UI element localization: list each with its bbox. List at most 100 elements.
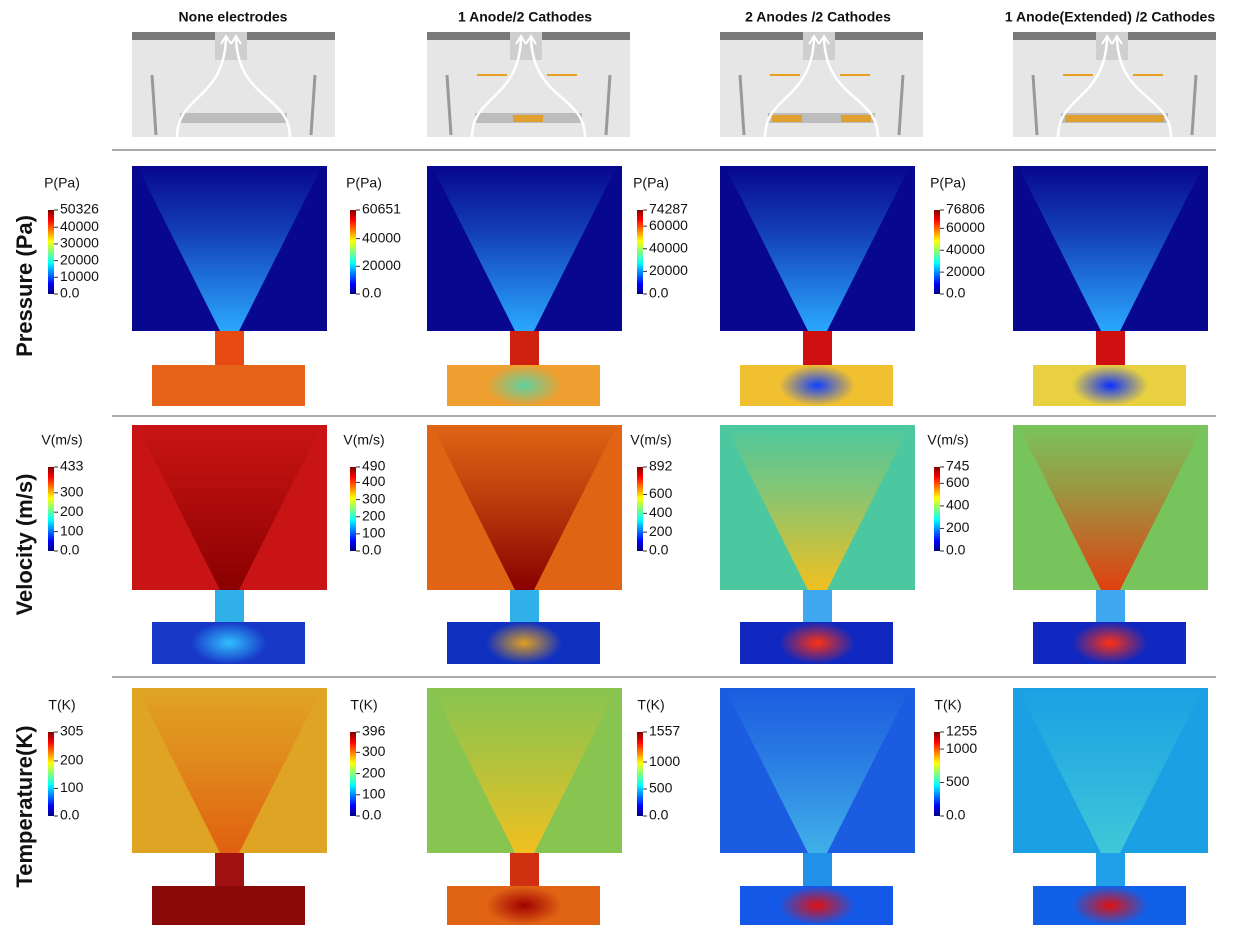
colorbar-title: P(Pa): [346, 175, 382, 191]
field: [132, 166, 327, 406]
colorbar-tick-label: 0.0: [946, 542, 966, 558]
colorbar-tick-label: 100: [60, 522, 84, 538]
colorbar-tick-label: 1557: [649, 723, 680, 739]
colorbar-tick-label: 60000: [649, 217, 688, 233]
colorbar-tick-label: 0.0: [946, 285, 966, 301]
row-label: Temperature(K): [12, 725, 37, 887]
colorbar-tick-label: 40000: [946, 241, 985, 257]
field-hotspot: [191, 622, 267, 664]
colorbar-title: P(Pa): [44, 175, 80, 191]
field-hotspot: [1072, 886, 1148, 925]
column-title: 1 Anode/2 Cathodes: [458, 9, 592, 25]
colorbar-tick-label: 60000: [946, 219, 985, 235]
field-hotspot: [1072, 622, 1148, 664]
colorbar-tick-label: 100: [362, 525, 386, 541]
colorbar: [637, 732, 643, 816]
field-neck: [1096, 853, 1125, 886]
field-hotspot: [1072, 365, 1148, 406]
colorbar-tick-label: 300: [362, 743, 386, 759]
field-neck: [803, 331, 832, 365]
column-title: 1 Anode(Extended) /2 Cathodes: [1005, 9, 1216, 25]
field: [720, 425, 915, 664]
colorbar-tick-label: 0.0: [649, 807, 669, 823]
colorbar-tick-label: 600: [649, 485, 673, 501]
colorbar-tick-label: 20000: [60, 251, 99, 267]
field-neck: [803, 853, 832, 886]
schematic-plate: [180, 113, 287, 123]
colorbar: [48, 732, 54, 816]
colorbar-title: T(K): [350, 697, 377, 713]
field: [132, 688, 327, 925]
colorbar-tick-label: 200: [362, 507, 386, 523]
colorbar-tick-label: 200: [362, 764, 386, 780]
row-label: Velocity (m/s): [12, 474, 37, 616]
colorbar: [350, 732, 356, 816]
colorbar-tick-label: 60651: [362, 201, 401, 217]
colorbar-tick-label: 76806: [946, 201, 985, 217]
colorbar-title: P(Pa): [633, 175, 669, 191]
schematic-outlet: [803, 32, 835, 60]
electrode: [513, 115, 543, 122]
schematic-outlet: [510, 32, 542, 60]
field: [427, 425, 622, 664]
colorbar-tick-label: 300: [60, 484, 84, 500]
colorbar-tick-label: 0.0: [649, 542, 669, 558]
field: [1013, 425, 1208, 664]
field-neck: [1096, 331, 1125, 365]
schematic: [427, 32, 630, 137]
field-hotspot: [486, 886, 562, 925]
colorbar-title: V(m/s): [343, 432, 384, 448]
field-hotspot: [779, 886, 855, 925]
row-label: Pressure (Pa): [12, 215, 37, 357]
schematic-outlet: [215, 32, 247, 60]
colorbar-title: V(m/s): [927, 432, 968, 448]
colorbar-tick-label: 0.0: [362, 542, 382, 558]
colorbar: [350, 467, 356, 551]
colorbar-tick-label: 20000: [362, 257, 401, 273]
field-neck: [510, 331, 539, 365]
colorbar-tick-label: 40000: [649, 239, 688, 255]
colorbar-title: T(K): [48, 697, 75, 713]
colorbar-tick-label: 74287: [649, 201, 688, 217]
colorbar-tick-label: 400: [362, 473, 386, 489]
electrode: [772, 115, 802, 122]
colorbar-tick-label: 0.0: [946, 807, 966, 823]
colorbar-tick-label: 100: [60, 779, 84, 795]
colorbar: [934, 467, 940, 551]
column-title: None electrodes: [179, 9, 288, 25]
colorbar-tick-label: 0.0: [60, 542, 80, 558]
colorbar-tick-label: 892: [649, 458, 673, 474]
colorbar: [934, 210, 940, 294]
colorbar-title: T(K): [934, 697, 961, 713]
colorbar-tick-label: 1000: [649, 753, 680, 769]
colorbar-tick-label: 0.0: [60, 807, 80, 823]
colorbar-tick-label: 305: [60, 723, 84, 739]
colorbar-title: T(K): [637, 697, 664, 713]
colorbar-tick-label: 745: [946, 458, 970, 474]
colorbar-tick-label: 200: [946, 519, 970, 535]
field: [427, 166, 622, 406]
field: [720, 166, 915, 406]
field-hotspot: [779, 365, 855, 406]
figure: None electrodes 1 Anode/2 Cathodes 2 Anode…: [0, 0, 1234, 925]
colorbar-tick-label: 20000: [946, 263, 985, 279]
colorbar-title: V(m/s): [41, 432, 82, 448]
electrode: [1065, 115, 1164, 122]
colorbar-tick-label: 0.0: [362, 807, 382, 823]
schematic-outlet: [1096, 32, 1128, 60]
field: [1013, 688, 1208, 925]
column-title: 2 Anodes /2 Cathodes: [745, 9, 891, 25]
colorbar: [48, 210, 54, 294]
field-neck: [215, 590, 244, 622]
colorbar-tick-label: 300: [362, 490, 386, 506]
colorbar-title: V(m/s): [630, 432, 671, 448]
colorbar-tick-label: 500: [946, 773, 970, 789]
colorbar-tick-label: 0.0: [362, 285, 382, 301]
colorbar-tick-label: 100: [362, 785, 386, 801]
field-neck: [1096, 590, 1125, 622]
field: [132, 425, 327, 664]
colorbar-tick-label: 20000: [649, 262, 688, 278]
colorbar: [637, 210, 643, 294]
colorbar: [637, 467, 643, 551]
colorbar-tick-label: 400: [946, 497, 970, 513]
